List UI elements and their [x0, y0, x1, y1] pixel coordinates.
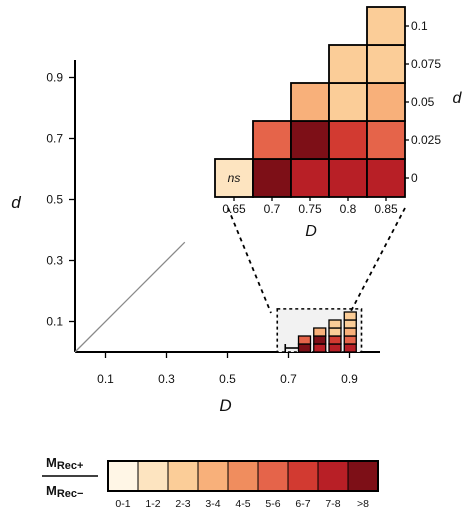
colorbar-bin-label: >8 — [357, 498, 369, 510]
inset-x-tick-label: 0.75 — [298, 202, 322, 216]
colorbar: 0-1 1-2 2-3 3-4 4-5 5-6 6-7 7-8 >8 MRec+ MRec− — [42, 455, 379, 510]
colorbar-bin-label: 7-8 — [325, 498, 340, 510]
colorbar-ratio-denominator: MRec− — [46, 483, 83, 500]
main-heatmap-cell — [343, 327, 357, 337]
inset-cell-note: ns — [228, 171, 241, 185]
colorbar-ratio-numerator-sub: Rec+ — [57, 460, 84, 472]
inset-y-tick-label: 0.05 — [411, 95, 435, 109]
inset-x-tick-label: 0.65 — [222, 202, 246, 216]
diagonal-line — [74, 241, 186, 353]
zoom-connector-right — [349, 207, 406, 314]
colorbar-swatch — [137, 460, 169, 492]
main-heatmap-cell — [343, 319, 357, 329]
y-axis-label: d — [11, 193, 21, 212]
y-tick-label: 0.3 — [46, 254, 63, 268]
inset-heatmap-cell — [252, 158, 292, 198]
inset-plot: ns 0.65 0.7 0.75 0.8 0.85 D 0 0.025 0.05 0.075 0.1 d — [214, 6, 463, 240]
colorbar-swatch — [197, 460, 229, 492]
inset-y-tick-label: 0.025 — [411, 133, 441, 147]
main-heatmap-cell — [328, 319, 342, 329]
colorbar-bin-label: 0-1 — [115, 498, 130, 510]
inset-heatmap-cell — [252, 120, 292, 160]
inset-x-tick-label: 0.85 — [374, 202, 398, 216]
inset-y-tick-label: 0 — [411, 171, 418, 185]
inset-y-tick-label: 0.075 — [411, 57, 441, 71]
inset-heatmap-cell — [366, 6, 406, 46]
colorbar-swatch — [227, 460, 259, 492]
inset-x-axis-label: D — [305, 223, 317, 240]
main-heatmap-cell — [313, 343, 327, 353]
main-heatmap-cell — [343, 335, 357, 345]
main-heatmap-cell — [328, 327, 342, 337]
inset-heatmap-cell — [290, 158, 330, 198]
colorbar-swatch — [317, 460, 349, 492]
main-heatmap-cell — [328, 343, 342, 353]
inset-heatmap-cell — [366, 158, 406, 198]
inset-heatmap-cell — [214, 158, 254, 198]
y-tick-label: 0.7 — [46, 132, 63, 146]
y-tick-label: 0.1 — [46, 315, 63, 329]
y-tick-label: 0.9 — [46, 71, 63, 85]
x-tick-label: 0.3 — [158, 372, 175, 386]
inset-heatmap-cell — [290, 120, 330, 160]
x-axis-label: D — [219, 396, 231, 415]
colorbar-bin-label: 3-4 — [205, 498, 220, 510]
inset-heatmap-cell — [328, 120, 368, 160]
inset-heatmap-cell — [366, 44, 406, 84]
main-heatmap-cell — [297, 343, 312, 353]
inset-x-tick-label: 0.8 — [340, 202, 357, 216]
main-heatmap-cell — [313, 335, 327, 345]
colorbar-bin-label: 1-2 — [145, 498, 160, 510]
colorbar-bin-label: 4-5 — [235, 498, 250, 510]
main-heatmap-cell — [297, 335, 312, 345]
colorbar-swatch — [167, 460, 199, 492]
inset-x-tick-label: 0.7 — [264, 202, 281, 216]
x-tick-label: 0.9 — [341, 372, 358, 386]
main-heatmap-cell — [343, 311, 357, 321]
main-plot: 0.1 0.3 0.5 0.7 0.9 0.1 0.3 0.5 0.7 0.9 Dd — [11, 60, 380, 415]
colorbar-swatch — [107, 460, 139, 492]
inset-heatmap-cell — [366, 120, 406, 160]
zoom-connector — [227, 207, 406, 314]
zoom-connector-left — [227, 207, 272, 314]
colorbar-swatch — [347, 460, 379, 492]
colorbar-ratio-denominator-sub: Rec− — [57, 488, 84, 500]
y-tick-label: 0.5 — [46, 193, 63, 207]
inset-heatmap-cell — [328, 82, 368, 122]
colorbar-bin-label: 2-3 — [175, 498, 190, 510]
main-heatmap-cell — [343, 343, 357, 353]
inset-heatmap-cell — [290, 82, 330, 122]
inset-y-axis-label: d — [453, 90, 463, 107]
inset-heatmap-cell — [328, 158, 368, 198]
inset-heatmap-cell — [328, 44, 368, 84]
colorbar-bin-label: 6-7 — [295, 498, 310, 510]
main-heatmap-cell — [313, 327, 327, 337]
colorbar-swatch — [287, 460, 319, 492]
inset-y-tick-label: 0.1 — [411, 19, 428, 33]
x-tick-label: 0.5 — [219, 372, 236, 386]
x-tick-label: 0.1 — [97, 372, 114, 386]
colorbar-ratio-numerator: MRec+ — [46, 455, 83, 472]
main-heatmap-cell — [328, 335, 342, 345]
x-tick-label: 0.7 — [280, 372, 297, 386]
colorbar-bin-label: 5-6 — [265, 498, 280, 510]
colorbar-swatch — [257, 460, 289, 492]
colorbar-frame — [107, 460, 379, 492]
inset-heatmap-cell — [366, 82, 406, 122]
